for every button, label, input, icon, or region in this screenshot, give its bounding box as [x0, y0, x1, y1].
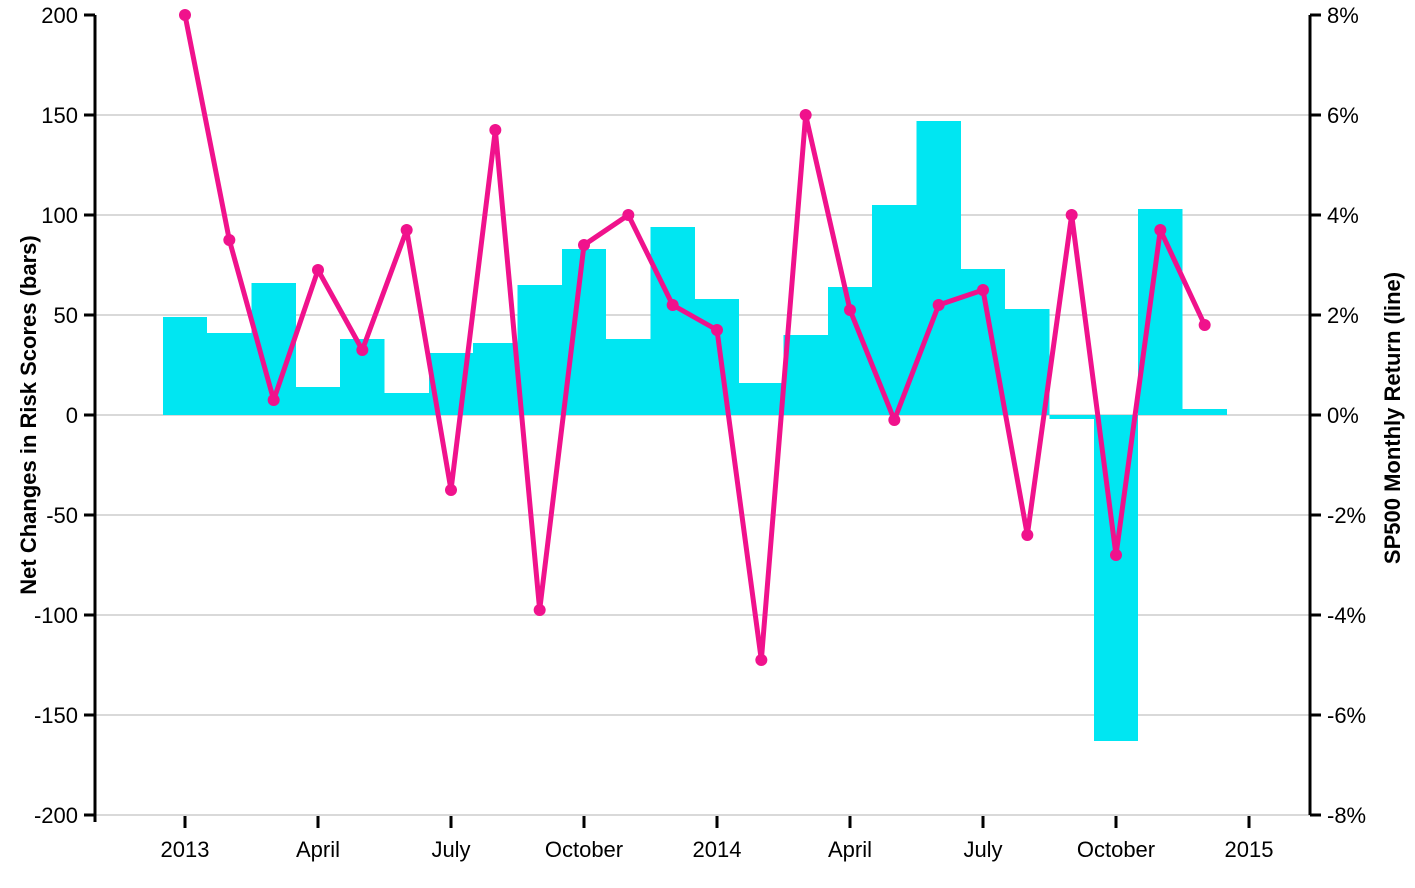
- left-axis-tick-label: 200: [41, 3, 78, 28]
- left-axis-tick-label: 50: [54, 303, 78, 328]
- line-point: [622, 209, 635, 221]
- line-point: [1198, 319, 1211, 331]
- right-axis-tick-label: -2%: [1327, 503, 1366, 528]
- line-point: [578, 239, 590, 251]
- left-axis-tick-label: -200: [34, 803, 78, 828]
- line-point: [179, 9, 191, 21]
- line-point: [844, 304, 856, 316]
- line-point: [888, 414, 901, 426]
- left-axis-tick-label: 150: [41, 103, 78, 128]
- bar: [739, 383, 784, 415]
- right-axis-tick-label: -8%: [1327, 803, 1366, 828]
- line-point: [533, 604, 546, 616]
- bar: [384, 393, 429, 415]
- left-axis-tick-label: 100: [41, 203, 78, 228]
- line-point: [223, 234, 236, 246]
- right-axis-tick-label: -6%: [1327, 703, 1366, 728]
- bar: [606, 339, 651, 415]
- bar: [650, 227, 695, 415]
- right-axis-tick-label: 8%: [1327, 3, 1359, 28]
- line-point: [1021, 529, 1034, 541]
- line-point: [356, 344, 369, 356]
- x-axis-tick-label: 2015: [1225, 837, 1274, 862]
- bar: [916, 121, 961, 415]
- bar: [517, 285, 562, 415]
- x-axis-tick-label: 2013: [161, 837, 210, 862]
- bar: [207, 333, 252, 415]
- line-point: [445, 484, 457, 496]
- line-point: [1065, 209, 1078, 221]
- x-axis-tick-label: April: [828, 837, 872, 862]
- x-axis-tick-label: April: [296, 837, 340, 862]
- bar: [1049, 415, 1094, 419]
- x-axis-tick-label: July: [431, 837, 470, 862]
- x-axis-tick-label: October: [1077, 837, 1155, 862]
- line-point: [666, 299, 679, 311]
- right-axis-tick-label: -4%: [1327, 603, 1366, 628]
- line-series: [182, 12, 1208, 663]
- left-axis-tick-label: -50: [46, 503, 78, 528]
- right-axis-tick-label: 6%: [1327, 103, 1359, 128]
- bar: [295, 387, 341, 415]
- left-axis-tick-label: -150: [34, 703, 78, 728]
- right-axis-tick-label: 2%: [1327, 303, 1359, 328]
- line-point: [977, 284, 989, 296]
- line-point: [489, 124, 502, 136]
- line-point: [1110, 549, 1122, 561]
- x-axis-tick-label: October: [545, 837, 623, 862]
- right-axis-tick-label: 0%: [1327, 403, 1359, 428]
- line-point: [755, 654, 768, 666]
- x-axis-tick-label: 2014: [693, 837, 742, 862]
- left-axis-tick-label: -100: [34, 603, 78, 628]
- bar: [1182, 409, 1227, 415]
- right-axis-tick-label: 4%: [1327, 203, 1359, 228]
- line-point: [312, 264, 324, 276]
- line-point: [932, 299, 945, 311]
- bar: [162, 317, 208, 415]
- line-point: [267, 394, 280, 406]
- line-point: [711, 324, 723, 336]
- left-axis-tick-label: 0: [66, 403, 78, 428]
- bar: [783, 335, 828, 415]
- bar: [473, 343, 518, 415]
- bar: [1093, 415, 1139, 741]
- line-point: [799, 109, 812, 121]
- bar: [694, 299, 740, 415]
- line-point: [1154, 224, 1167, 236]
- x-axis-tick-label: July: [963, 837, 1002, 862]
- line-point: [400, 224, 413, 236]
- bar: [1005, 309, 1050, 415]
